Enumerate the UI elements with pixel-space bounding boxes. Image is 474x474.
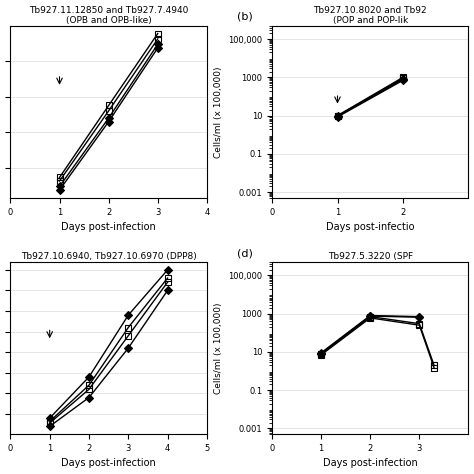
Title: Tb927.11.12850 and Tb927.7.4940
(OPB and OPB-like): Tb927.11.12850 and Tb927.7.4940 (OPB and… [29,6,188,25]
Title: Tb927.5.3220 (SPF: Tb927.5.3220 (SPF [328,252,413,261]
X-axis label: Days post-infection: Days post-infection [61,458,156,468]
Text: (d): (d) [237,248,253,258]
Title: Tb927.10.6940, Tb927.10.6970 (DPP8): Tb927.10.6940, Tb927.10.6970 (DPP8) [21,252,197,261]
Title: Tb927.10.8020 and Tb92
(POP and POP-lik: Tb927.10.8020 and Tb92 (POP and POP-lik [313,6,427,25]
X-axis label: Days post-infection: Days post-infection [323,458,418,468]
Y-axis label: Cells/ml (x 100,000): Cells/ml (x 100,000) [214,66,223,157]
X-axis label: Days post-infection: Days post-infection [61,222,156,232]
X-axis label: Days post-infectio: Days post-infectio [326,222,414,232]
Text: (b): (b) [237,12,253,22]
Y-axis label: Cells/ml (x 100,000): Cells/ml (x 100,000) [214,302,223,394]
